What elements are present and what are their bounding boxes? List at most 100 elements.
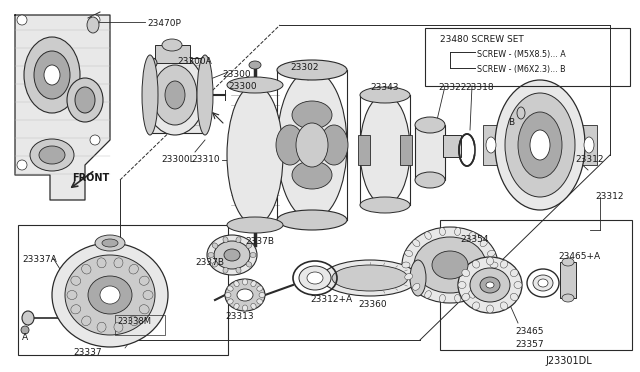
- Ellipse shape: [162, 39, 182, 51]
- Ellipse shape: [404, 250, 413, 257]
- Ellipse shape: [207, 235, 257, 275]
- Ellipse shape: [251, 304, 256, 309]
- Ellipse shape: [243, 279, 248, 285]
- Ellipse shape: [584, 137, 594, 153]
- Ellipse shape: [34, 51, 70, 99]
- Text: 23465+A: 23465+A: [558, 252, 600, 261]
- Ellipse shape: [462, 269, 470, 277]
- Ellipse shape: [227, 286, 233, 291]
- Text: J23301DL: J23301DL: [545, 356, 592, 366]
- Ellipse shape: [480, 283, 487, 290]
- Ellipse shape: [296, 123, 328, 167]
- Text: B: B: [508, 118, 514, 127]
- Ellipse shape: [224, 249, 240, 261]
- Text: SCREW - (M5X8.5)... A: SCREW - (M5X8.5)... A: [477, 50, 566, 59]
- Ellipse shape: [533, 275, 553, 291]
- Ellipse shape: [517, 107, 525, 119]
- Text: 23318: 23318: [465, 83, 493, 92]
- Ellipse shape: [514, 282, 522, 289]
- Ellipse shape: [246, 243, 252, 248]
- Ellipse shape: [495, 80, 585, 210]
- Text: 23480 SCREW SET: 23480 SCREW SET: [440, 35, 524, 44]
- Ellipse shape: [307, 272, 323, 284]
- Ellipse shape: [67, 78, 103, 122]
- Ellipse shape: [129, 316, 138, 326]
- Text: 23338M: 23338M: [117, 317, 151, 326]
- Ellipse shape: [71, 305, 81, 314]
- Bar: [150, 58, 205, 133]
- Ellipse shape: [95, 235, 125, 251]
- Text: 23300L: 23300L: [161, 155, 195, 164]
- Ellipse shape: [52, 243, 168, 347]
- Text: 23343: 23343: [370, 83, 399, 92]
- Text: 23470P: 23470P: [147, 19, 181, 28]
- Ellipse shape: [415, 117, 445, 133]
- Ellipse shape: [249, 61, 261, 69]
- Ellipse shape: [88, 276, 132, 314]
- Text: 23354: 23354: [460, 235, 488, 244]
- Bar: [400, 135, 412, 165]
- Ellipse shape: [234, 304, 239, 309]
- Ellipse shape: [518, 112, 562, 178]
- Ellipse shape: [234, 281, 239, 286]
- Ellipse shape: [425, 291, 431, 298]
- Text: 23337: 23337: [74, 348, 102, 357]
- Ellipse shape: [413, 283, 420, 290]
- Ellipse shape: [17, 160, 27, 170]
- Text: 23360: 23360: [358, 300, 387, 309]
- Ellipse shape: [562, 294, 574, 302]
- Ellipse shape: [404, 273, 413, 280]
- Ellipse shape: [223, 237, 228, 243]
- Ellipse shape: [360, 197, 410, 213]
- Ellipse shape: [468, 291, 476, 298]
- Ellipse shape: [22, 311, 34, 325]
- Ellipse shape: [490, 262, 498, 268]
- Ellipse shape: [212, 262, 218, 267]
- Bar: [415, 125, 445, 180]
- Ellipse shape: [165, 81, 185, 109]
- Bar: [115, 315, 165, 335]
- Ellipse shape: [140, 276, 149, 285]
- Ellipse shape: [360, 87, 410, 103]
- Ellipse shape: [292, 161, 332, 189]
- Bar: [443, 135, 461, 157]
- Ellipse shape: [505, 93, 575, 197]
- Ellipse shape: [410, 260, 426, 296]
- Bar: [582, 125, 597, 165]
- Ellipse shape: [82, 264, 91, 274]
- Ellipse shape: [90, 15, 100, 25]
- Ellipse shape: [67, 291, 77, 299]
- Ellipse shape: [90, 135, 100, 145]
- Ellipse shape: [470, 268, 510, 302]
- Ellipse shape: [458, 282, 466, 289]
- Ellipse shape: [468, 232, 476, 239]
- Ellipse shape: [562, 258, 574, 266]
- Bar: [440, 220, 632, 350]
- Ellipse shape: [143, 291, 153, 299]
- Ellipse shape: [145, 55, 205, 135]
- Text: 23300: 23300: [222, 70, 251, 79]
- Ellipse shape: [277, 70, 347, 220]
- Text: A: A: [22, 333, 28, 342]
- Ellipse shape: [299, 266, 331, 290]
- Ellipse shape: [225, 292, 231, 298]
- Text: 23302: 23302: [290, 63, 319, 72]
- Text: 23312+A: 23312+A: [310, 295, 352, 304]
- Ellipse shape: [24, 37, 80, 113]
- Text: FRONT: FRONT: [72, 173, 109, 183]
- Ellipse shape: [454, 228, 461, 235]
- Ellipse shape: [114, 258, 123, 268]
- Ellipse shape: [486, 282, 494, 288]
- Ellipse shape: [21, 326, 29, 334]
- Ellipse shape: [227, 217, 283, 233]
- Bar: [155, 45, 190, 63]
- Ellipse shape: [530, 130, 550, 160]
- Ellipse shape: [236, 237, 241, 243]
- Ellipse shape: [39, 146, 65, 164]
- Ellipse shape: [214, 241, 250, 269]
- Ellipse shape: [129, 264, 138, 274]
- Ellipse shape: [360, 95, 410, 205]
- Text: 23313: 23313: [225, 312, 253, 321]
- Ellipse shape: [488, 250, 495, 257]
- Ellipse shape: [82, 316, 91, 326]
